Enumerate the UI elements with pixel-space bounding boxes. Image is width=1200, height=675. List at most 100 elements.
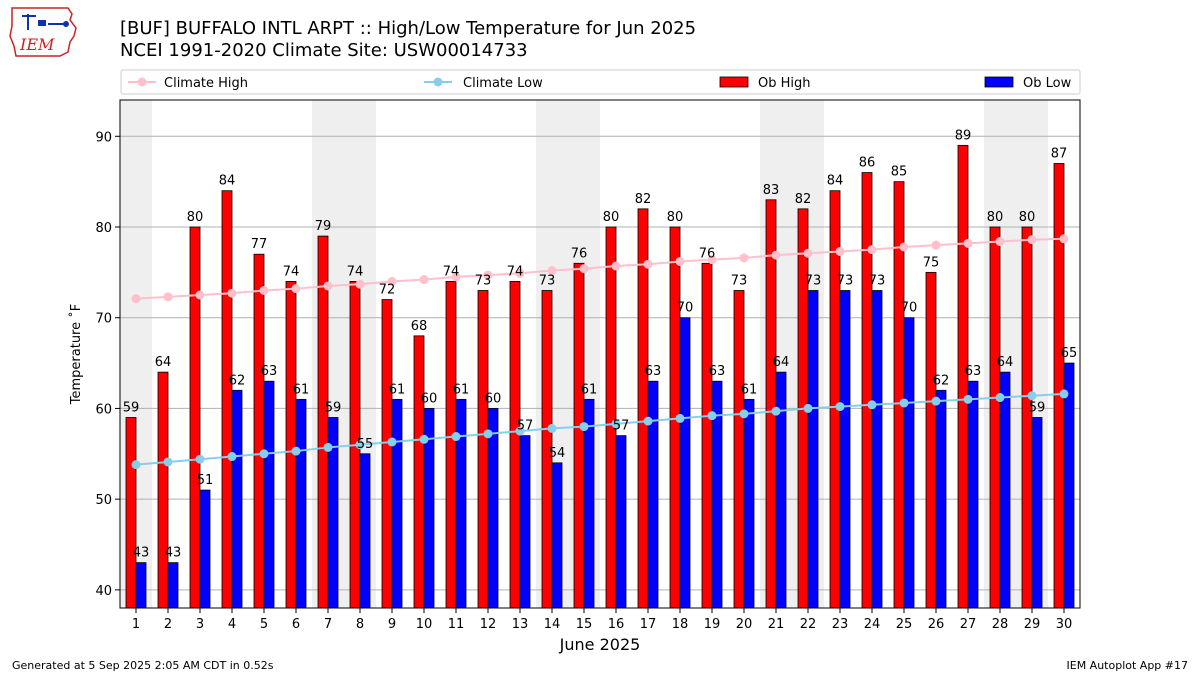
climate-high-point	[1059, 234, 1069, 244]
ob-low-label: 70	[677, 301, 694, 316]
ob-low-label: 61	[293, 382, 310, 397]
climate-low-point	[227, 452, 237, 462]
chart-subtitle: NCEI 1991-2020 Climate Site: USW00014733	[120, 40, 528, 61]
legend-box	[120, 69, 1081, 95]
climate-low-point	[803, 403, 813, 413]
climate-low-point	[1027, 391, 1037, 401]
ob-low-bar	[871, 290, 883, 609]
ob-low-label: 43	[165, 546, 182, 561]
ob-high-bar	[509, 281, 521, 609]
climate-low-point	[547, 423, 557, 433]
climate-low-point	[771, 406, 781, 416]
x-tick-label: 14	[544, 617, 561, 632]
y-tick-label: 90	[95, 130, 112, 145]
climate-high-point	[931, 240, 941, 250]
climate-low-point	[355, 440, 365, 450]
ob-high-label: 82	[635, 192, 652, 207]
ob-low-bar	[199, 489, 211, 609]
ob-low-label: 63	[709, 364, 726, 379]
ob-low-label: 62	[229, 373, 246, 388]
ob-high-label: 68	[411, 319, 428, 334]
ob-low-label: 55	[357, 437, 374, 452]
x-tick-label: 11	[448, 617, 465, 632]
ob-high-label: 87	[1051, 147, 1068, 162]
climate-high-line	[135, 237, 1065, 300]
climate-low-point	[131, 460, 141, 470]
climate-high-point	[259, 286, 269, 295]
climate-high-point	[803, 248, 813, 258]
ob-high-label: 74	[283, 264, 300, 279]
ob-low-label: 63	[965, 364, 982, 379]
climate-low-point	[483, 429, 493, 439]
climate-high-point	[643, 259, 653, 269]
ob-low-label: 73	[837, 274, 854, 289]
ob-high-label: 80	[603, 210, 620, 225]
ob-low-label: 64	[773, 355, 790, 370]
ob-high-label: 76	[571, 246, 588, 261]
ob-high-label: 80	[667, 210, 684, 225]
ob-low-label: 73	[869, 274, 886, 289]
x-tick-label: 17	[640, 617, 657, 632]
ob-high-label: 89	[955, 128, 972, 143]
climate-high-point	[579, 264, 589, 274]
y-tick-label: 40	[95, 584, 112, 599]
ob-low-bar	[903, 317, 915, 609]
climate-high-point	[291, 284, 301, 294]
climate-low-point	[163, 457, 173, 467]
ob-low-bar	[807, 290, 819, 609]
x-tick-label: 28	[992, 617, 1009, 632]
x-tick-label: 29	[1024, 617, 1041, 632]
ob-low-label: 57	[517, 419, 534, 434]
ob-high-bar	[605, 226, 617, 609]
ob-high-bar	[221, 190, 233, 609]
climate-low-point	[899, 398, 909, 408]
climate-low-point	[323, 442, 333, 452]
ob-low-label: 61	[581, 382, 598, 397]
ob-high-bar	[317, 235, 329, 609]
climate-high-point	[547, 266, 557, 276]
ob-low-label: 63	[261, 364, 278, 379]
ob-low-label: 61	[453, 382, 470, 397]
ob-low-label: 61	[389, 382, 406, 397]
ob-low-label: 54	[549, 446, 566, 461]
ob-high-label: 76	[699, 246, 716, 261]
ob-high-label: 85	[891, 165, 908, 180]
climate-low-point	[867, 400, 877, 410]
iem-logo: IEM	[8, 6, 80, 58]
climate-high-point	[995, 237, 1005, 247]
climate-high-point	[483, 270, 493, 280]
ob-low-label: 65	[1061, 346, 1078, 361]
climate-high-point	[675, 256, 685, 266]
ob-low-label: 73	[805, 274, 822, 289]
ob-low-label: 62	[933, 373, 950, 388]
legend-climate-high-label: Climate High	[164, 76, 248, 91]
x-tick-label: 9	[388, 617, 396, 632]
legend-climate-high-marker	[137, 77, 147, 87]
logo-text: IEM	[19, 35, 55, 54]
ob-high-label: 64	[155, 355, 172, 370]
climate-low-point	[739, 409, 749, 419]
ob-high-label: 84	[827, 174, 844, 189]
x-tick-label: 22	[800, 617, 817, 632]
ob-low-label: 70	[901, 301, 918, 316]
x-tick-label: 25	[896, 617, 913, 632]
x-tick-label: 30	[1056, 617, 1073, 632]
legend-ob-high-label: Ob High	[758, 76, 811, 91]
climate-low-point	[611, 419, 621, 429]
ob-high-label: 86	[859, 156, 876, 171]
climate-high-point	[419, 275, 429, 285]
ob-low-bar	[743, 398, 755, 609]
ob-low-bar	[615, 435, 627, 609]
ob-high-bar	[477, 290, 489, 609]
climate-low-point	[579, 422, 589, 432]
ob-high-label: 77	[251, 237, 268, 252]
climate-high-point	[451, 272, 461, 282]
chart-title: [BUF] BUFFALO INTL ARPT :: High/Low Temp…	[120, 18, 697, 39]
x-tick-label: 7	[324, 617, 332, 632]
x-tick-label: 12	[480, 617, 497, 632]
ob-high-label: 73	[475, 274, 492, 289]
ob-low-bar	[647, 380, 659, 609]
climate-high-point	[387, 276, 397, 286]
ob-low-bar	[1031, 417, 1043, 609]
climate-low-point	[1059, 389, 1069, 399]
